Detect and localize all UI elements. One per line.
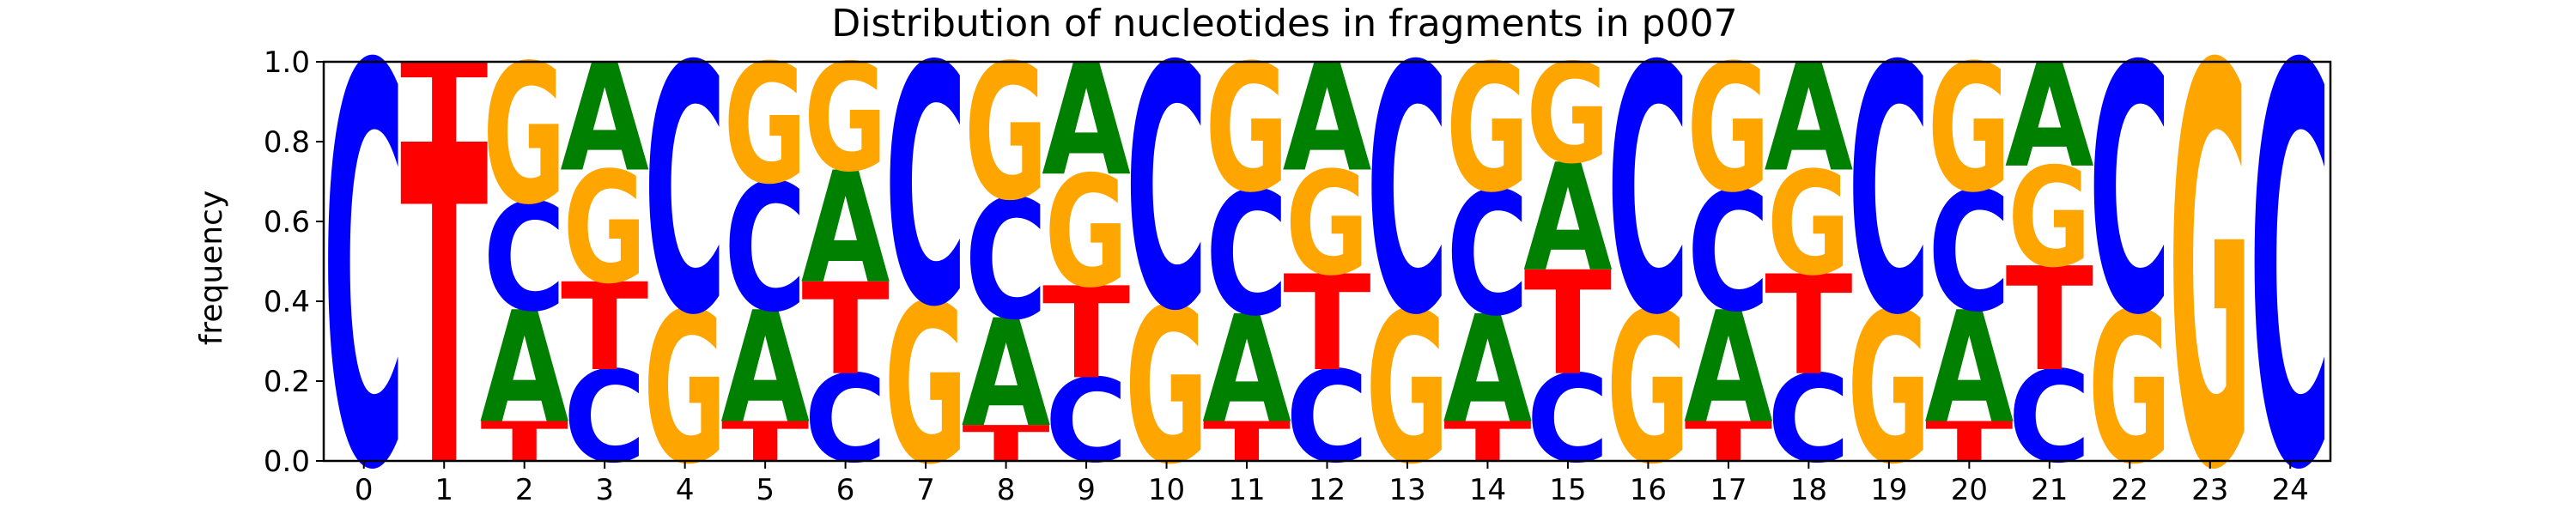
logo-letter-G: G: [2088, 268, 2172, 510]
logo-letter-T: T: [2006, 238, 2093, 403]
logo-letter-C: C: [1607, 0, 1689, 390]
logo-letters: CTTTACGCTGAGCTACGCTAGGCTACGCTGAGCTACGCTG…: [323, 0, 2332, 515]
x-tick-label: 19: [1870, 473, 1907, 507]
logo-letter-G: G: [1045, 142, 1128, 322]
logo-letter-G: G: [1446, 27, 1529, 231]
logo-letter-C: C: [1366, 0, 1449, 390]
logo-letter-T: T: [400, 54, 489, 515]
logo-letter-A: A: [1283, 33, 1372, 205]
logo-letter-A: A: [801, 140, 890, 318]
x-tick-label: 22: [2111, 473, 2148, 507]
logo-letter-G: G: [1928, 27, 2011, 231]
y-tick-label: 0.4: [264, 285, 310, 319]
x-tick-label: 14: [1469, 473, 1506, 507]
y-tick-label: 1.0: [264, 45, 310, 80]
logo-letter-A: A: [720, 279, 810, 457]
logo-letter-C: C: [483, 173, 566, 345]
logo-letter-A: A: [1042, 32, 1131, 210]
logo-letter-T: T: [1283, 247, 1370, 401]
x-tick-label: 0: [355, 473, 374, 507]
logo-letter-C: C: [1848, 0, 1930, 390]
logo-letter-C: C: [1446, 155, 1528, 354]
logo-letter-A: A: [2005, 33, 2094, 200]
y-tick-label: 0.0: [264, 445, 310, 479]
logo-letter-A: A: [1443, 285, 1533, 457]
logo-letter-C: C: [884, 0, 967, 379]
x-tick-label: 18: [1790, 473, 1827, 507]
x-tick-label: 24: [2272, 473, 2309, 507]
logo-letter-G: G: [1285, 141, 1369, 306]
logo-letter-G: G: [1607, 268, 1690, 510]
logo-letter-A: A: [1202, 285, 1291, 457]
logo-letter-G: G: [2008, 140, 2091, 299]
y-axis-label: frequency: [194, 191, 229, 346]
x-axis-ticks: 0 1 2 3 4 5 6 7 8 9 10 11 12 13 14 15 16 17 18 19 20 21 22 23 24: [355, 461, 2309, 507]
logo-letter-G: G: [643, 268, 726, 510]
logo-letter-A: A: [480, 279, 569, 457]
logo-letter-C: C: [2088, 0, 2171, 390]
logo-letter-A: A: [560, 33, 649, 205]
x-tick-label: 8: [997, 473, 1016, 507]
y-tick-label: 0.2: [264, 365, 310, 399]
logo-letter-G: G: [1206, 27, 1289, 231]
logo-letter-G: G: [964, 26, 1048, 242]
logo-letter-T: T: [801, 256, 889, 403]
logo-letter-G: G: [563, 138, 647, 318]
x-tick-label: 13: [1388, 473, 1425, 507]
x-tick-label: 5: [756, 473, 775, 507]
x-tick-label: 7: [916, 473, 935, 507]
x-tick-label: 3: [595, 473, 614, 507]
logo-letter-G: G: [724, 28, 807, 221]
x-tick-label: 1: [434, 473, 453, 507]
x-tick-label: 2: [515, 473, 534, 507]
x-tick-label: 21: [2031, 473, 2068, 507]
logo-letter-A: A: [1925, 279, 2014, 457]
x-tick-label: 9: [1077, 473, 1096, 507]
logo-letter-C: C: [2249, 0, 2331, 515]
logo-letter-A: A: [1523, 133, 1613, 305]
logo-letter-G: G: [2168, 0, 2251, 515]
logo-letter-T: T: [1524, 242, 1612, 408]
x-tick-label: 20: [1951, 473, 1988, 507]
logo-letter-C: C: [1125, 0, 1207, 385]
x-tick-label: 4: [676, 473, 695, 507]
x-tick-label: 17: [1710, 473, 1747, 507]
logo-letter-C: C: [964, 165, 1047, 356]
y-axis-ticks: 0.0 0.2 0.4 0.6 0.8 1.0: [264, 45, 324, 479]
logo-letter-T: T: [1042, 260, 1130, 407]
logo-letter-G: G: [483, 25, 566, 248]
x-tick-label: 12: [1309, 473, 1346, 507]
y-tick-label: 0.8: [264, 125, 310, 160]
x-tick-label: 23: [2191, 473, 2228, 507]
logo-letter-C: C: [1928, 157, 2010, 348]
y-tick-label: 0.6: [264, 205, 310, 239]
x-tick-label: 15: [1549, 473, 1586, 507]
logo-letter-C: C: [1687, 157, 1770, 348]
logo-letter-A: A: [962, 289, 1051, 461]
logo-letter-T: T: [1765, 245, 1852, 405]
logo-letter-C: C: [724, 148, 806, 351]
logo-letter-T: T: [561, 258, 648, 398]
logo-letter-C: C: [323, 0, 405, 515]
x-tick-label: 6: [836, 473, 855, 507]
logo-letter-G: G: [1526, 36, 1609, 195]
logo-letter-C: C: [643, 0, 726, 390]
logo-letter-G: G: [1767, 141, 1850, 306]
logo-letter-G: G: [1686, 27, 1770, 231]
logo-letter-G: G: [1125, 263, 1208, 512]
logo-letter-C: C: [1206, 155, 1288, 354]
logo-letter-G: G: [884, 258, 968, 513]
logo-letter-G: G: [1847, 268, 1930, 510]
chart-title: Distribution of nucleotides in fragments…: [831, 2, 1737, 45]
x-tick-label: 16: [1630, 473, 1667, 507]
logo-letter-T: T: [400, 40, 488, 167]
x-tick-label: 10: [1148, 473, 1185, 507]
logo-letter-A: A: [1765, 33, 1854, 205]
x-tick-label: 11: [1228, 473, 1265, 507]
logo-letter-G: G: [804, 33, 887, 205]
logo-letter-G: G: [1365, 268, 1449, 510]
logo-letter-A: A: [1684, 279, 1773, 457]
